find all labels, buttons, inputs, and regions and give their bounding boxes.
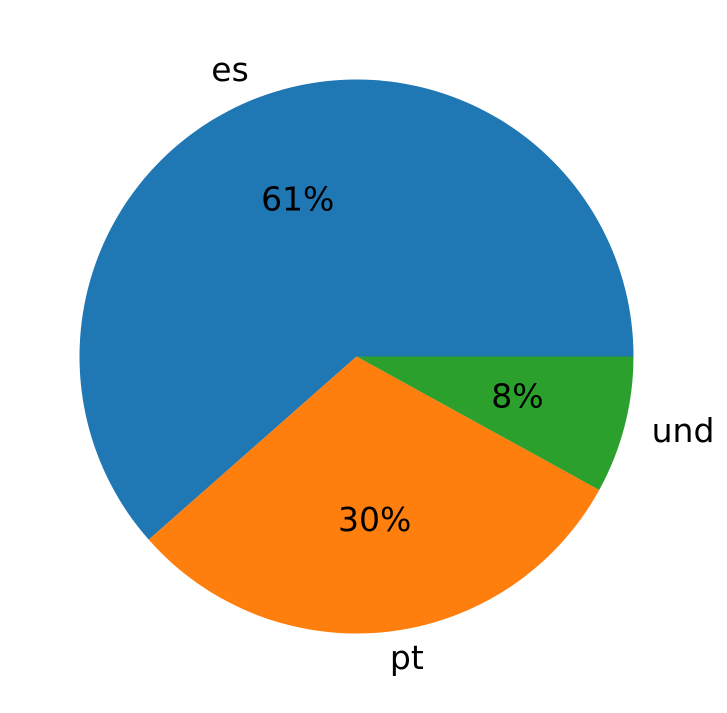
pct-label-es: 61%: [261, 180, 334, 219]
slice-label-es: es: [211, 50, 249, 89]
pie-slice-es: [79, 79, 634, 540]
slice-label-pt: pt: [390, 638, 424, 677]
pie-slice-und: [356, 356, 634, 490]
pie-labels: es 61% pt 30% und 8%: [211, 50, 714, 677]
pct-label-und: 8%: [491, 376, 543, 415]
pie-slice-pt: [148, 356, 600, 634]
slice-label-und: und: [652, 411, 715, 450]
pct-label-pt: 30%: [338, 500, 411, 539]
pie-slices: [79, 79, 634, 634]
